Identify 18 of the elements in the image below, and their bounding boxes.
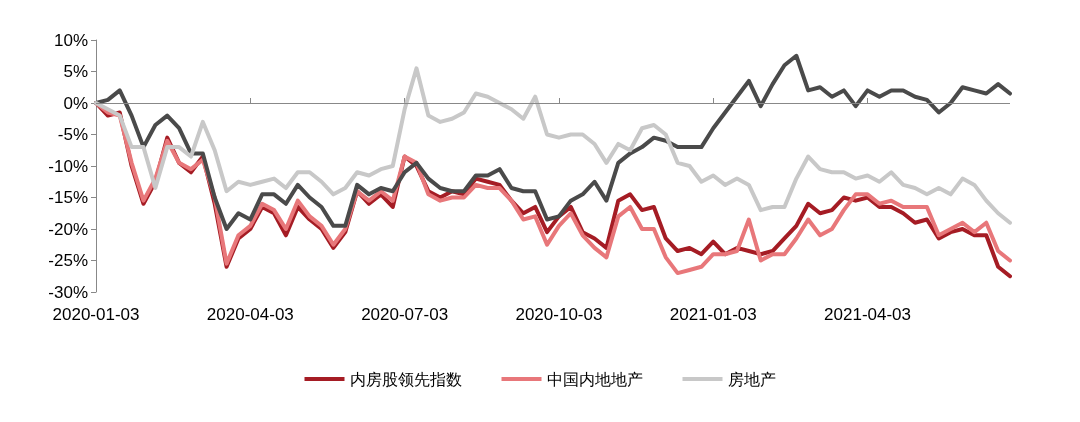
y-tick-label: -20%: [48, 219, 88, 239]
legend-label: 中国内地地产: [546, 369, 643, 389]
x-tick-label: 2020-07-03: [361, 305, 449, 324]
x-tick-label: 2020-04-03: [206, 305, 294, 324]
y-tick-label: -5%: [57, 125, 88, 144]
y-tick-label: 10%: [53, 30, 88, 50]
y-tick-label: -15%: [48, 188, 88, 207]
x-tick-label: 2020-10-03: [515, 305, 603, 324]
y-tick-label: 0%: [63, 93, 88, 113]
legend-label: 内房股领先指数: [349, 369, 462, 389]
y-tick-label: 5%: [63, 62, 88, 81]
x-tick-label: 2021-01-03: [669, 305, 757, 324]
x-tick-label: 2021-04-03: [824, 305, 912, 324]
y-tick-label: -30%: [48, 282, 88, 302]
legend-label: 房地产: [727, 369, 776, 389]
x-tick-label: 2020-01-03: [52, 305, 140, 324]
y-tick-label: -10%: [48, 156, 88, 176]
y-tick-label: -25%: [48, 251, 88, 270]
